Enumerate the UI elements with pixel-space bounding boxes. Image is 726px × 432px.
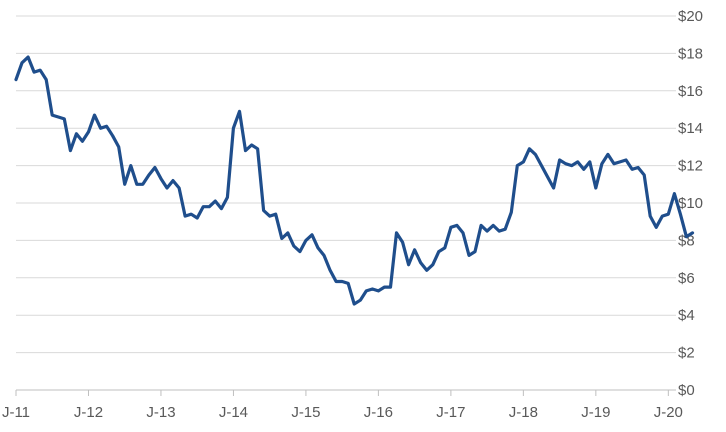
series-group <box>14 55 695 306</box>
y-axis-ticks: $0 $2 $4 $6 $8 $10 $12 $14 $16 $18 $20 <box>678 8 703 399</box>
x-tick-label: J-16 <box>364 404 393 421</box>
x-tick-label: J-12 <box>74 404 103 421</box>
y-tick-label: $10 <box>678 195 703 212</box>
x-tick-label: J-11 <box>2 404 30 421</box>
y-tick-label: $6 <box>678 270 695 287</box>
y-tick-label: $0 <box>678 382 695 399</box>
x-tick-label: J-15 <box>291 404 320 421</box>
x-tick-label: J-18 <box>509 404 538 421</box>
y-tick-label: $18 <box>678 45 703 62</box>
y-tick-label: $4 <box>678 307 695 324</box>
series-line <box>14 55 695 306</box>
gridlines <box>16 15 676 354</box>
x-axis-ticks: J-11 J-12 J-13 J-14 J-15 J-16 J-17 J-18 J-19 J-20 <box>2 390 683 421</box>
y-tick-label: $16 <box>678 83 703 100</box>
y-tick-label: $2 <box>678 345 695 362</box>
x-tick-label: J-14 <box>219 404 248 421</box>
x-tick-label: J-13 <box>146 404 175 421</box>
x-tick-label: J-17 <box>436 404 465 421</box>
x-tick-label: J-20 <box>654 404 683 421</box>
y-tick-label: $20 <box>678 8 703 25</box>
y-tick-label: $14 <box>678 120 703 137</box>
y-tick-label: $8 <box>678 232 695 249</box>
y-tick-label: $12 <box>678 158 703 175</box>
x-tick-label: J-19 <box>581 404 610 421</box>
